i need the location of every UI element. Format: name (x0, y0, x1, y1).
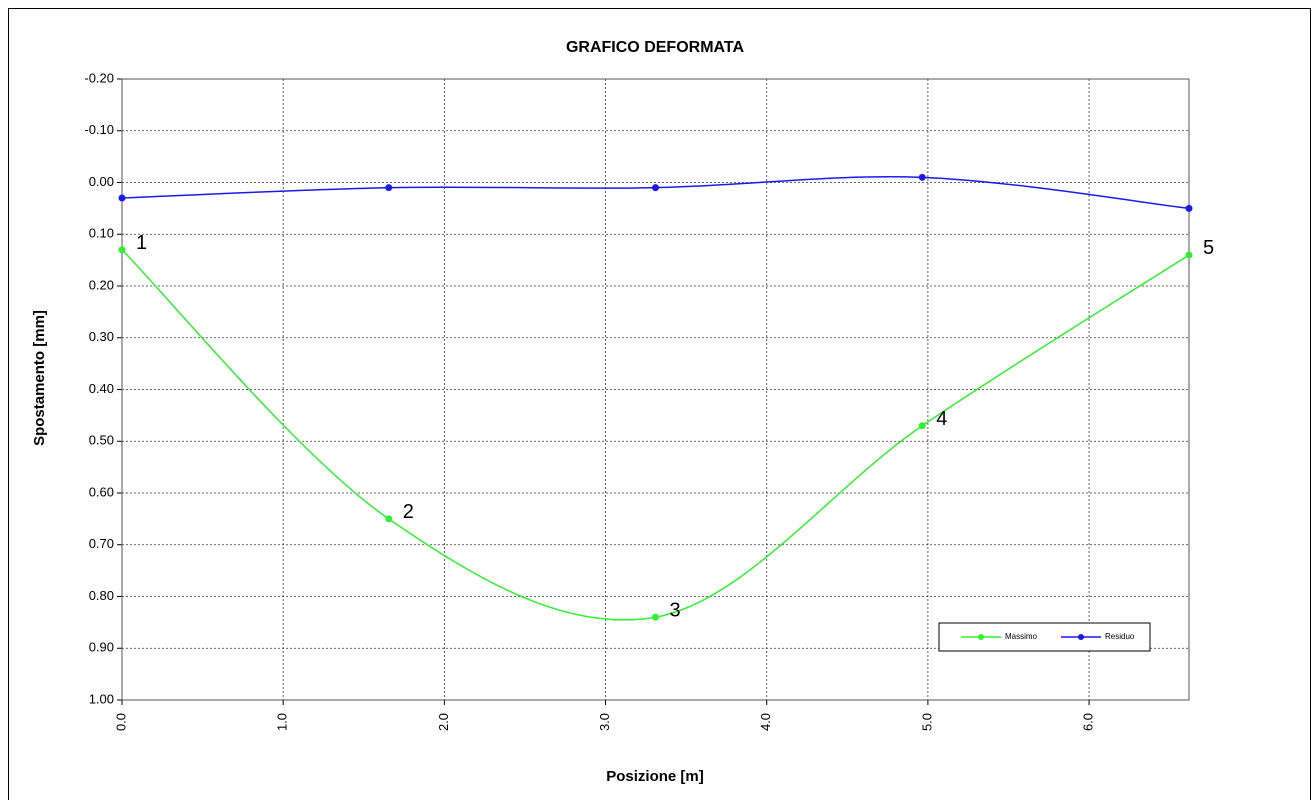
y-tick-label: 0.50 (89, 433, 114, 448)
x-tick-label: 0.0 (113, 713, 128, 731)
data-point (118, 194, 126, 202)
y-tick-label: 1.00 (89, 691, 114, 706)
x-tick-label: 5.0 (919, 713, 934, 731)
point-label: 2 (403, 501, 414, 523)
plot-border (121, 78, 1190, 701)
data-point (918, 173, 926, 181)
y-tick-label: -0.10 (84, 122, 114, 137)
data-point (918, 422, 926, 430)
data-point (1185, 251, 1193, 259)
y-tick-label: 0.10 (89, 226, 114, 241)
data-point (652, 613, 659, 621)
data-point (652, 184, 659, 192)
data-point (385, 184, 393, 192)
y-tick-label: 0.80 (89, 588, 114, 603)
y-tick-label: 0.70 (89, 536, 114, 551)
x-axis-label: Posizione [m] (606, 768, 704, 785)
y-tick-label: 0.60 (89, 484, 114, 499)
x-tick-label: 3.0 (597, 713, 612, 731)
data-point (118, 246, 126, 254)
data-point (1185, 204, 1193, 212)
point-label: 5 (1203, 237, 1214, 259)
y-axis-label: Spostamento [mm] (31, 310, 48, 446)
legend-marker (1078, 634, 1084, 640)
point-label: 1 (136, 232, 147, 254)
point-label: 4 (936, 408, 947, 430)
point-label: 3 (670, 599, 681, 621)
y-tick-label: 0.90 (89, 640, 114, 655)
y-tick-label: -0.20 (84, 70, 114, 85)
y-tick-label: 0.40 (89, 381, 114, 396)
x-tick-label: 6.0 (1081, 713, 1096, 731)
legend-marker (978, 634, 984, 640)
y-tick-label: 0.20 (89, 277, 114, 292)
legend-label: Residuo (1105, 632, 1135, 641)
y-tick-label: 0.30 (89, 329, 114, 344)
data-point (385, 515, 393, 523)
chart-title: GRAFICO DEFORMATA (566, 39, 745, 56)
x-tick-label: 4.0 (758, 713, 773, 731)
x-tick-label: 1.0 (275, 713, 290, 731)
x-tick-label: 2.0 (436, 713, 451, 731)
y-tick-label: 0.00 (89, 174, 114, 189)
legend-label: Massimo (1005, 632, 1038, 641)
